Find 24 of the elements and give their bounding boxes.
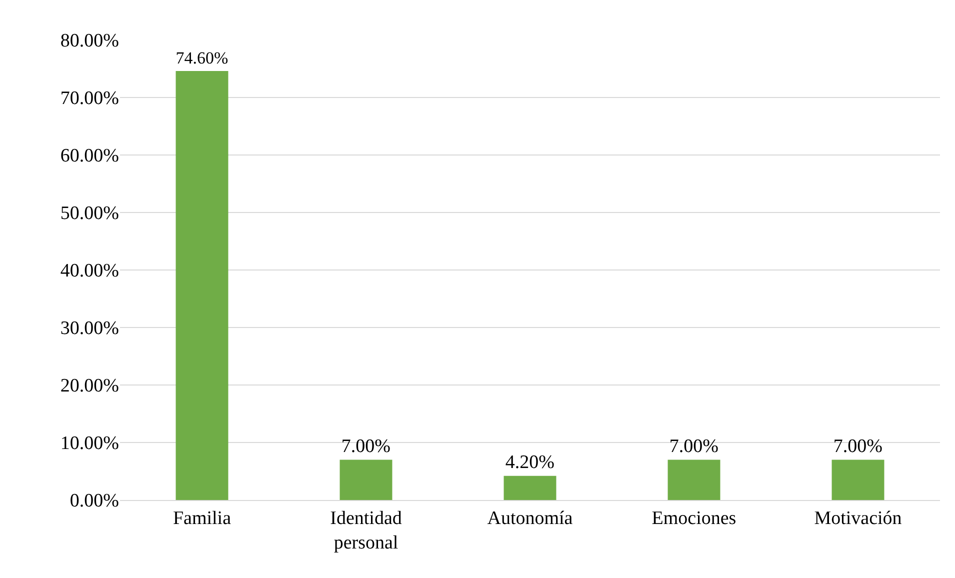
bar: [832, 460, 884, 500]
y-tick-label: 10.00%: [60, 433, 120, 454]
x-tick-label: Motivación: [814, 508, 902, 529]
data-label: 7.00%: [341, 436, 391, 457]
y-tick-label: 30.00%: [60, 318, 120, 340]
x-tick-label: Identidad personal: [330, 508, 402, 554]
y-tick-label: 0.00%: [70, 490, 120, 512]
y-tick-label: 70.00%: [60, 88, 120, 110]
bar: [668, 460, 720, 500]
data-label: 7.00%: [669, 436, 719, 457]
y-tick-label: 80.00%: [60, 30, 120, 52]
data-label: 4.20%: [505, 452, 555, 473]
bar: [176, 71, 228, 500]
bar: [504, 476, 556, 500]
data-label: 7.00%: [833, 436, 883, 457]
y-tick-label: 40.00%: [60, 260, 120, 282]
data-label: 74.60%: [176, 48, 228, 68]
y-tick-label: 50.00%: [60, 203, 120, 224]
x-tick-label: Emociones: [652, 508, 736, 529]
y-tick-label: 60.00%: [60, 146, 120, 167]
x-tick-label: Familia: [172, 508, 232, 529]
y-tick-label: 20.00%: [60, 376, 120, 397]
x-tick-label: Autonomía: [487, 508, 574, 529]
bar: [340, 460, 392, 500]
